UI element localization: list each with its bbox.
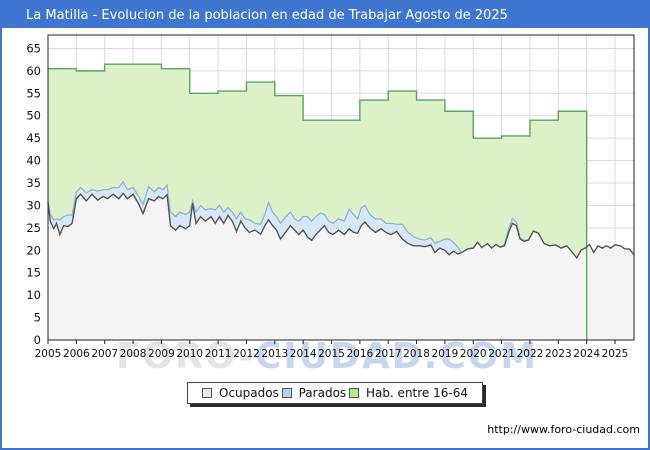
parados-swatch-icon <box>281 388 292 398</box>
x-axis-label: 2017 <box>375 348 402 360</box>
x-axis-label: 2024 <box>573 348 600 360</box>
x-axis-label: 2016 <box>346 348 373 360</box>
y-axis-label: 25 <box>26 221 41 235</box>
x-axis-label: 2005 <box>35 348 62 360</box>
y-axis-label: 35 <box>26 176 41 190</box>
x-axis-label: 2014 <box>290 348 317 360</box>
ocupados-area <box>48 193 634 340</box>
x-axis-label: 2020 <box>460 348 487 360</box>
x-axis-label: 2007 <box>91 348 118 360</box>
x-axis-label: 2025 <box>602 348 629 360</box>
y-axis-label: 65 <box>26 41 41 55</box>
x-axis-label: 2023 <box>545 348 572 360</box>
title-bar: La Matilla - Evolucion de la poblacion e… <box>2 2 648 28</box>
x-axis-label: 2011 <box>205 348 232 360</box>
y-axis-label: 30 <box>26 198 41 212</box>
x-axis-label: 2012 <box>233 348 260 360</box>
parados-line <box>47 180 463 253</box>
legend-item-ocupados: Ocupados <box>202 386 279 400</box>
watermark-part1: FORO- <box>115 336 255 377</box>
x-axis-label: 2015 <box>318 348 345 360</box>
y-axis-label: 15 <box>26 266 41 280</box>
y-axis-label: 45 <box>26 131 41 145</box>
legend-label-hab-16-64: Hab. entre 16-64 <box>365 386 468 400</box>
hab-16-64-line <box>48 63 588 340</box>
y-axis-label: 40 <box>26 154 41 168</box>
chart-title: La Matilla - Evolucion de la poblacion e… <box>26 7 508 23</box>
ocupados-line <box>47 192 635 260</box>
foro-ciudad-watermark: FORO-CIUDAD.COM <box>2 336 648 377</box>
x-axis-label: 2019 <box>432 348 459 360</box>
y-axis-label: 55 <box>26 86 41 100</box>
site-url[interactable]: http://www.foro-ciudad.com <box>487 423 640 436</box>
y-axis-label: 5 <box>34 311 41 325</box>
x-axis-label: 2021 <box>488 348 515 360</box>
hab-16-64-swatch-icon <box>348 388 359 398</box>
legend: Ocupados Parados Hab. entre 16-64 <box>187 382 483 404</box>
x-axis-label: 2013 <box>261 348 288 360</box>
x-axis-label: 2009 <box>148 348 175 360</box>
y-axis-label: 50 <box>26 109 41 123</box>
x-axis-label: 2008 <box>120 348 147 360</box>
ocupados-swatch-icon <box>202 388 212 398</box>
x-axis-label: 2010 <box>176 348 203 360</box>
x-axis-label: 2006 <box>63 348 90 360</box>
y-axis-label: 60 <box>26 64 41 78</box>
legend-label-ocupados: Ocupados <box>219 386 279 400</box>
watermark-part2: CIUDAD.COM <box>254 336 539 377</box>
plot-border <box>47 34 635 341</box>
y-axis-label: 20 <box>26 243 41 257</box>
x-axis-label: 2018 <box>403 348 430 360</box>
legend-item-parados: Parados <box>281 386 347 400</box>
x-axis-label: 2022 <box>517 348 544 360</box>
y-axis-label: 10 <box>26 288 41 302</box>
legend-label-parados: Parados <box>298 386 347 400</box>
y-axis-label: 0 <box>34 333 41 347</box>
legend-item-hab-16-64: Hab. entre 16-64 <box>348 386 468 400</box>
